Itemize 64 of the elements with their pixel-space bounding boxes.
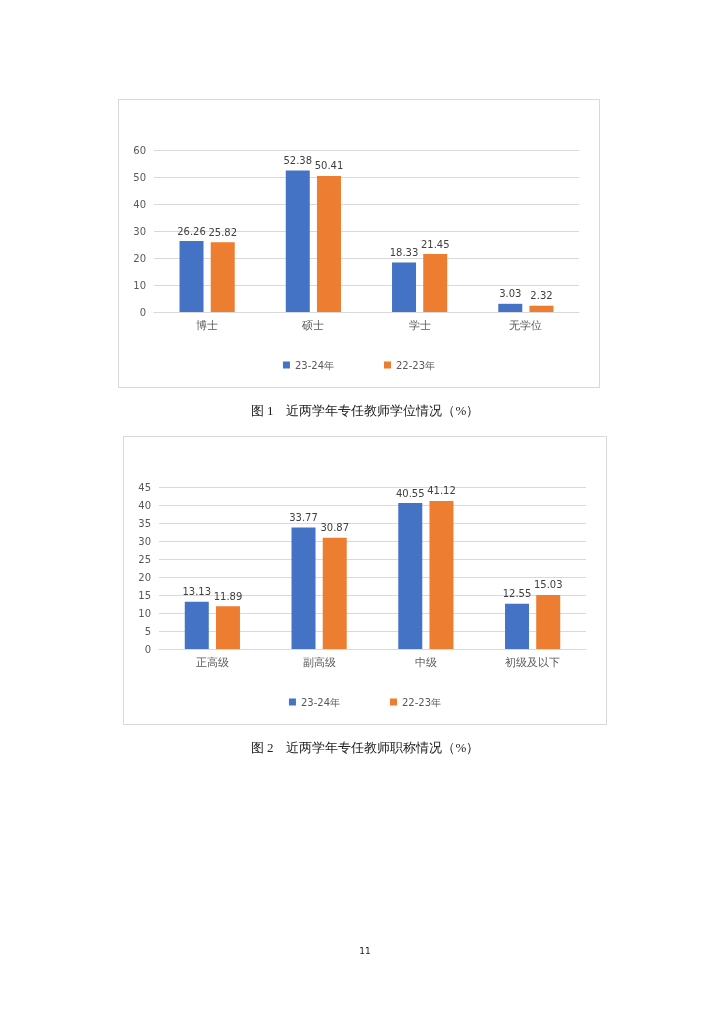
bar bbox=[505, 603, 530, 649]
data-label: 41.12 bbox=[427, 485, 456, 497]
bar bbox=[291, 527, 316, 649]
text: 图 2 近两学年专任教师职称情况（%） bbox=[249, 739, 481, 757]
text: 11 bbox=[358, 946, 372, 956]
bar bbox=[215, 606, 240, 649]
legend-label: 23-24年 bbox=[294, 359, 334, 371]
bar bbox=[398, 503, 423, 649]
data-label: 21.45 bbox=[420, 238, 450, 250]
bar bbox=[429, 500, 454, 649]
x-tick-label: 硕士 bbox=[301, 319, 325, 332]
y-tick-label: 60 bbox=[133, 144, 146, 156]
data-label: 30.87 bbox=[320, 522, 350, 534]
legend-label: 23-24年 bbox=[300, 696, 340, 708]
bar bbox=[285, 170, 310, 312]
x-tick-label: 学士 bbox=[408, 319, 431, 332]
x-tick-label: 无学位 bbox=[509, 319, 543, 332]
data-label: 2.32 bbox=[530, 290, 553, 302]
bar bbox=[498, 303, 523, 312]
data-label: 33.77 bbox=[289, 511, 318, 523]
bar bbox=[529, 305, 554, 312]
data-label: 13.13 bbox=[182, 586, 212, 598]
bar bbox=[392, 262, 417, 312]
x-tick-label: 正高级 bbox=[195, 656, 229, 669]
y-tick-label: 20 bbox=[133, 252, 146, 264]
y-tick-label: 50 bbox=[133, 171, 146, 183]
data-label: 18.33 bbox=[389, 247, 419, 259]
y-tick-label: 0 bbox=[139, 306, 146, 318]
data-label: 50.41 bbox=[314, 160, 344, 172]
bar bbox=[179, 241, 204, 312]
data-label: 26.26 bbox=[177, 225, 206, 237]
bar bbox=[322, 537, 347, 649]
x-tick-label: 博士 bbox=[196, 319, 219, 332]
bar bbox=[316, 175, 341, 312]
x-tick-label: 中级 bbox=[414, 656, 437, 669]
y-tick-label: 40 bbox=[138, 499, 151, 511]
legend-label: 22-23年 bbox=[402, 696, 442, 708]
y-tick-label: 15 bbox=[138, 589, 151, 601]
data-label: 12.55 bbox=[502, 588, 532, 600]
x-tick-label: 初级及以下 bbox=[505, 656, 561, 669]
y-tick-label: 30 bbox=[138, 535, 151, 547]
y-tick-label: 40 bbox=[133, 198, 146, 210]
y-tick-label: 25 bbox=[138, 553, 151, 565]
bar bbox=[184, 601, 209, 649]
data-label: 3.03 bbox=[499, 288, 522, 300]
bar bbox=[210, 242, 235, 312]
y-tick-label: 35 bbox=[138, 517, 151, 529]
legend-label: 22-23年 bbox=[396, 359, 436, 371]
y-tick-label: 5 bbox=[144, 625, 151, 637]
y-tick-label: 10 bbox=[133, 279, 146, 291]
y-tick-label: 45 bbox=[138, 481, 151, 493]
x-tick-label: 副高级 bbox=[302, 656, 336, 669]
data-label: 15.03 bbox=[533, 579, 563, 591]
y-tick-label: 30 bbox=[133, 225, 146, 237]
data-label: 25.82 bbox=[208, 226, 238, 238]
bar bbox=[423, 254, 448, 312]
y-tick-label: 10 bbox=[138, 607, 151, 619]
text: 图 1 近两学年专任教师学位情况（%） bbox=[249, 402, 481, 420]
data-label: 52.38 bbox=[283, 155, 313, 167]
data-label: 40.55 bbox=[395, 487, 425, 499]
bar bbox=[536, 594, 561, 649]
data-label: 11.89 bbox=[213, 590, 243, 602]
y-tick-label: 20 bbox=[138, 571, 151, 583]
y-tick-label: 0 bbox=[144, 643, 151, 655]
